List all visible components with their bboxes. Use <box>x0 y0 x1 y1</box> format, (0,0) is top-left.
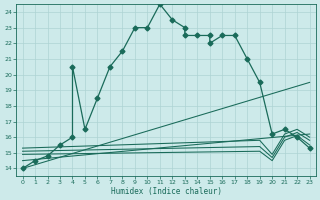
X-axis label: Humidex (Indice chaleur): Humidex (Indice chaleur) <box>111 187 221 196</box>
